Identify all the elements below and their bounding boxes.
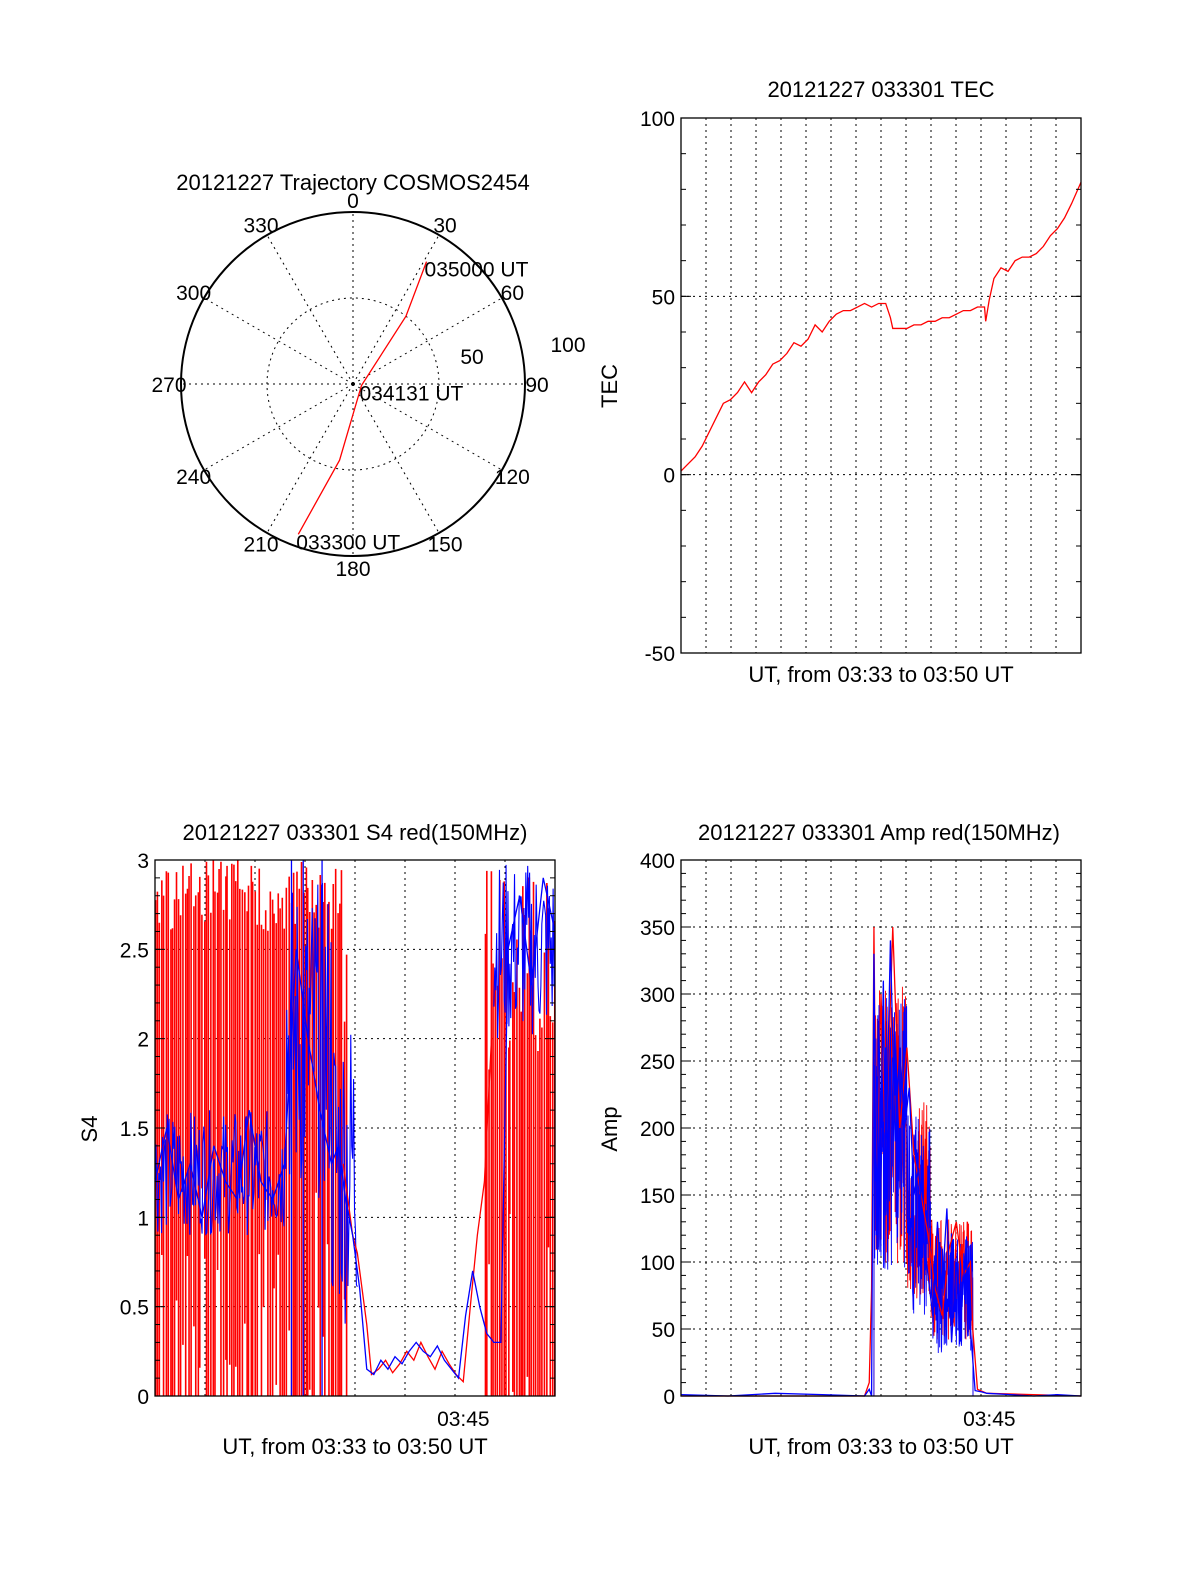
amp-xlabel: UT, from 03:33 to 03:50 UT — [748, 1434, 1013, 1459]
amp-series-1 — [680, 940, 1082, 1397]
polar-azimuth-label-150: 150 — [427, 533, 462, 556]
tec-series — [680, 181, 1082, 472]
polar-spoke-240 — [203, 383, 354, 471]
tec-ytick-label: 100 — [640, 108, 675, 131]
amp-xtick-label: 03:45 — [963, 1408, 1016, 1431]
tec-title: 20121227 033301 TEC — [767, 77, 994, 102]
polar-azimuth-label-210: 210 — [243, 533, 278, 556]
polar-spoke-60 — [352, 297, 503, 385]
tec-series-0 — [680, 181, 1082, 472]
s4-title: 20121227 033301 S4 red(150MHz) — [183, 820, 528, 845]
s4-ytick-label: 1.5 — [120, 1118, 149, 1141]
amp-ylabel: Amp — [597, 1106, 622, 1151]
s4-ytick-label: 2 — [137, 1029, 149, 1052]
polar-spoke-300 — [203, 297, 354, 385]
s4-ylabel: S4 — [77, 1116, 102, 1143]
s4-ytick-label: 1 — [137, 1207, 149, 1230]
polar-spoke-150 — [352, 383, 440, 534]
tec-frame — [680, 117, 1082, 654]
polar-azimuth-label-330: 330 — [243, 215, 278, 238]
s4-noise-spikes — [154, 860, 556, 1396]
polar-point-label-4: 035000 UT — [425, 259, 529, 282]
s4-ytick-label: 0.5 — [120, 1297, 149, 1320]
s4-series-1 — [154, 877, 556, 1380]
polar-trajectory: 033300 UT 034131 UT 035000 UT — [296, 259, 528, 555]
tec-chart: 20121227 033301 TEC -50 0 50 100 UT, from 0… — [597, 77, 1082, 687]
polar-azimuth-label-0: 0 — [347, 190, 359, 213]
polar-point-label-2: 034131 UT — [359, 382, 463, 405]
polar-trajectory-line — [297, 261, 428, 535]
amp-ytick-label: 350 — [640, 917, 675, 940]
polar-azimuth-label-240: 240 — [176, 466, 211, 489]
s4-xtick-label: 03:45 — [437, 1408, 490, 1431]
polar-azimuth-label-180: 180 — [335, 558, 370, 581]
tec-ylabel: TEC — [597, 364, 622, 408]
polar-spoke-210 — [266, 383, 354, 534]
amp-ytick-label: 400 — [640, 850, 675, 873]
tec-xlabel: UT, from 03:33 to 03:50 UT — [748, 662, 1013, 687]
polar-azimuth-labels: 0 30 60 90 120 150 180 210 240 270 300 330 — [151, 190, 548, 581]
amp-ytick-label: 50 — [652, 1319, 675, 1342]
amp-ticks: 0 50 100 150 200 250 300 350 400 03:45 — [640, 850, 1081, 1431]
polar-rlabel-100: 100 — [550, 334, 585, 357]
amp-title: 20121227 033301 Amp red(150MHz) — [698, 820, 1060, 845]
tec-ticks: -50 0 50 100 — [640, 108, 1081, 666]
polar-spokes — [181, 212, 525, 556]
polar-azimuth-label-30: 30 — [433, 215, 456, 238]
polar-azimuth-label-120: 120 — [495, 466, 530, 489]
polar-azimuth-label-270: 270 — [151, 374, 186, 397]
polar-azimuth-label-90: 90 — [525, 374, 548, 397]
s4-blue-band-right — [493, 864, 556, 1039]
s4-series — [154, 877, 556, 1384]
polar-point-label-0: 033300 UT — [296, 531, 400, 554]
s4-ytick-label: 0 — [137, 1386, 149, 1409]
polar-spoke-120 — [352, 383, 503, 471]
polar-title: 20121227 Trajectory COSMOS2454 — [176, 170, 529, 195]
polar-chart: 20121227 Trajectory COSMOS2454 0 30 60 90 12… — [151, 170, 585, 581]
polar-spoke-330 — [266, 234, 354, 385]
polar-rlabel-50: 50 — [460, 346, 483, 369]
amp-ytick-label: 0 — [663, 1386, 675, 1409]
amp-series — [680, 926, 1082, 1397]
tec-grid — [681, 118, 1081, 653]
tec-ytick-label: 0 — [663, 465, 675, 488]
polar-spoke-30 — [352, 234, 440, 385]
amp-ytick-label: 200 — [640, 1118, 675, 1141]
s4-ticks: 0 0.5 1 1.5 2 2.5 3 03:45 — [120, 850, 555, 1431]
s4-xlabel: UT, from 03:33 to 03:50 UT — [222, 1434, 487, 1459]
polar-outer-ring — [180, 211, 526, 557]
tec-ytick-label: 50 — [652, 286, 675, 309]
s4-chart: 20121227 033301 S4 red(150MHz) 0 0.5 1 1.5 2… — [77, 820, 556, 1459]
amp-ytick-label: 150 — [640, 1185, 675, 1208]
polar-azimuth-label-300: 300 — [176, 282, 211, 305]
amp-ytick-label: 300 — [640, 984, 675, 1007]
tec-ytick-label: -50 — [645, 643, 675, 666]
polar-azimuth-label-60: 60 — [501, 282, 524, 305]
amp-ytick-label: 100 — [640, 1252, 675, 1275]
amp-ytick-label: 250 — [640, 1051, 675, 1074]
s4-ytick-label: 2.5 — [120, 939, 149, 962]
s4-series-0 — [342, 1038, 493, 1384]
amp-chart: 20121227 033301 Amp red(150MHz) 0 50 100 15… — [597, 820, 1082, 1459]
s4-ytick-label: 3 — [137, 850, 149, 873]
